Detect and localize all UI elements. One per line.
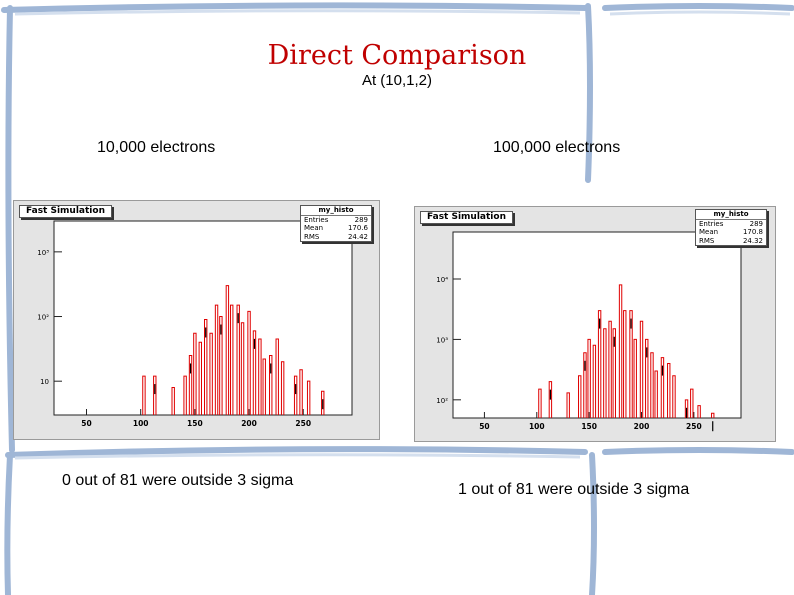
y-tick-label: 10³ <box>37 249 49 257</box>
histogram-right-plot: 50 100 150 200 250 10² 10³ 10⁴ <box>436 231 742 432</box>
x-tick-label: 50 <box>479 422 489 431</box>
x-tick-label: 100 <box>529 422 545 431</box>
stats-value: 170.8 <box>742 228 763 236</box>
slide-title: Direct Comparison <box>267 40 527 71</box>
x-tick-label: 100 <box>133 419 149 428</box>
x-tick-label: 250 <box>295 419 311 428</box>
slide-subtitle: At (10,1,2) <box>361 72 433 89</box>
x-tick-label: 200 <box>634 422 650 431</box>
stats-value: 289 <box>749 219 763 228</box>
stats-box: my_histo Entries 289 Mean 170.8 RMS 24.32 <box>695 209 767 246</box>
stats-value: 24.42 <box>347 232 368 241</box>
stats-key: Mean <box>304 224 324 232</box>
label-10000-electrons: 10,000 electrons <box>97 139 216 156</box>
x-tick-label: 50 <box>81 419 91 428</box>
histogram-bins <box>142 285 325 415</box>
histogram-left: 50 100 150 200 250 10 10² 10³ Fast Simulation m… <box>13 200 380 440</box>
x-tick-label: 150 <box>581 422 597 431</box>
plot-frame <box>452 231 742 419</box>
x-tick-label: 150 <box>187 419 203 428</box>
note-left: 0 out of 81 were outside 3 sigma <box>62 472 294 489</box>
stats-name: my_histo <box>301 206 371 216</box>
histogram-title: Fast Simulation <box>19 205 112 218</box>
label-100000-electrons: 100,000 electrons <box>493 139 621 156</box>
stats-key: Entries <box>699 219 724 228</box>
stats-key: RMS <box>304 232 320 241</box>
stats-key: RMS <box>699 236 715 245</box>
stats-name: my_histo <box>696 210 766 220</box>
x-tick-label: 250 <box>686 422 702 431</box>
y-tick-label: 10⁴ <box>436 276 448 284</box>
stats-key: Entries <box>304 215 329 224</box>
stats-value: 170.6 <box>347 224 368 232</box>
y-tick-label: 10 <box>40 378 49 386</box>
y-tick-label: 10² <box>37 314 49 322</box>
stats-value: 289 <box>354 215 368 224</box>
x-tick-label: 200 <box>241 419 257 428</box>
y-tick-label: 10³ <box>436 336 448 344</box>
y-tick-label: 10² <box>436 397 448 405</box>
stats-box: my_histo Entries 289 Mean 170.6 RMS 24.42 <box>300 205 372 242</box>
histogram-title: Fast Simulation <box>420 211 513 224</box>
histogram-right: 50 100 150 200 250 10² 10³ 10⁴ Fast Simulation … <box>414 206 776 442</box>
stats-key: Mean <box>699 228 719 236</box>
histogram-bins <box>538 284 715 418</box>
histogram-left-plot: 50 100 150 200 250 10 10² 10³ <box>37 220 353 428</box>
note-right: 1 out of 81 were outside 3 sigma <box>458 481 690 498</box>
stats-value: 24.32 <box>742 236 763 245</box>
